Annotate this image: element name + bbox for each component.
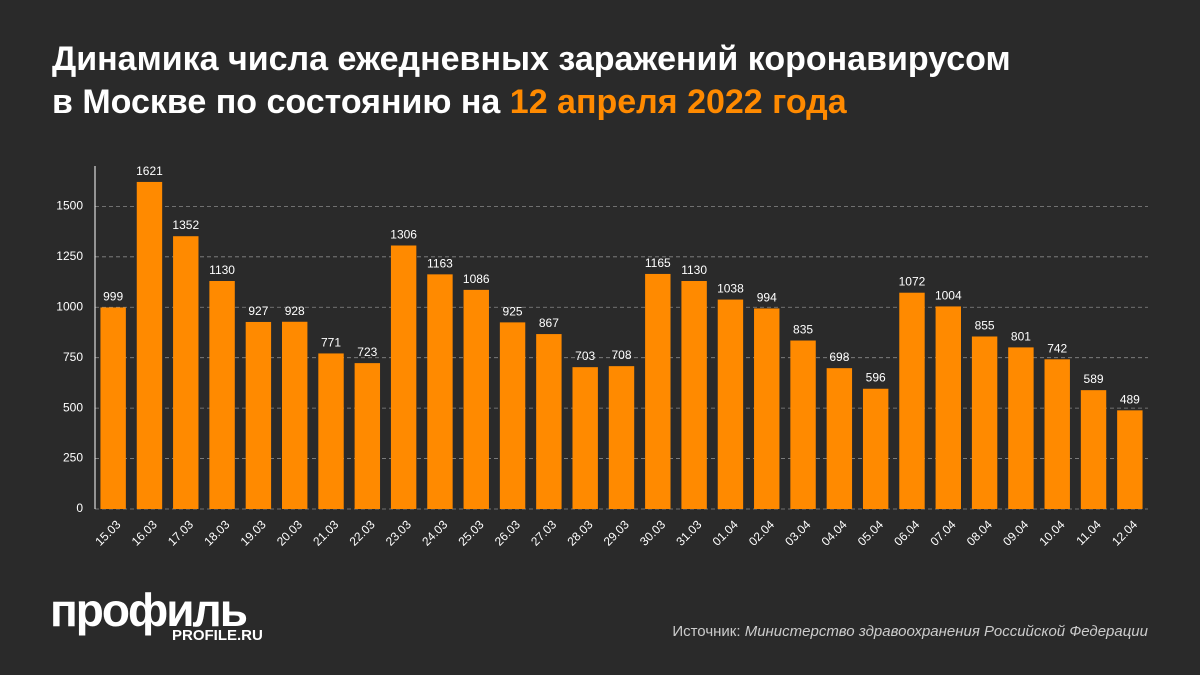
- value-label: 708: [611, 348, 631, 362]
- bar: [209, 281, 235, 509]
- value-label: 835: [793, 323, 813, 337]
- bar: [245, 321, 272, 509]
- bar: [899, 292, 925, 509]
- bar: [1044, 359, 1070, 509]
- bar: [318, 353, 344, 509]
- bar: [608, 366, 635, 509]
- y-tick-label: 750: [63, 350, 83, 364]
- y-tick-label: 500: [63, 400, 83, 414]
- y-tick-label: 0: [76, 501, 83, 515]
- bar: [136, 181, 163, 510]
- value-label: 698: [829, 350, 849, 364]
- y-tick-label: 1250: [56, 249, 83, 263]
- value-label: 1306: [390, 227, 417, 241]
- value-label: 1130: [209, 263, 235, 277]
- value-label: 742: [1047, 341, 1067, 355]
- bar: [681, 281, 707, 509]
- value-label: 771: [321, 335, 341, 349]
- bar: [935, 306, 962, 509]
- y-tick-label: 250: [63, 451, 83, 465]
- source-text: Министерство здравоохранения Российской …: [745, 623, 1149, 640]
- bar: [390, 245, 417, 509]
- value-label: 1004: [935, 288, 962, 302]
- value-label: 1086: [463, 272, 490, 286]
- value-label: 1163: [427, 256, 453, 270]
- title-text: в Москве по состоянию на: [52, 83, 501, 121]
- value-label: 927: [248, 304, 268, 318]
- bar: [1008, 347, 1034, 509]
- title-highlight: 12 апреля 2022 года: [510, 83, 848, 121]
- value-label: 1038: [717, 282, 744, 296]
- bar: [463, 289, 489, 509]
- value-label: 867: [539, 316, 559, 330]
- value-label: 1352: [172, 218, 199, 232]
- value-label: 489: [1120, 392, 1140, 406]
- bar: [354, 363, 381, 509]
- bar: [862, 388, 889, 509]
- source-label: Источник:: [672, 623, 740, 640]
- value-label: 703: [575, 349, 595, 363]
- bar: [1117, 410, 1143, 509]
- value-label: 589: [1084, 372, 1104, 386]
- bar: [717, 299, 744, 509]
- bar: [173, 236, 199, 509]
- chart-title-line1: Динамика числа ежедневных заражений коро…: [52, 40, 1011, 78]
- bar: [281, 321, 308, 509]
- y-tick-label: 1000: [56, 299, 83, 313]
- y-tick-label: 1500: [56, 199, 83, 213]
- source: Источник: Министерство здравоохранения Р…: [672, 623, 1148, 640]
- bar: [572, 367, 598, 509]
- bar: [1080, 390, 1107, 509]
- bar: [536, 334, 562, 509]
- bar: [971, 336, 998, 509]
- bar: [427, 274, 453, 509]
- value-label: 1165: [645, 256, 671, 270]
- chart-title-line2: в Москве по состоянию на 12 апреля 2022 …: [52, 83, 848, 121]
- bar: [100, 307, 126, 509]
- bar: [826, 368, 853, 509]
- bar: [499, 322, 526, 509]
- value-label: 1130: [681, 263, 707, 277]
- value-label: 723: [357, 345, 377, 359]
- value-label: 596: [866, 371, 886, 385]
- value-label: 999: [103, 289, 123, 303]
- value-label: 801: [1011, 329, 1031, 343]
- bar: [790, 340, 816, 509]
- value-label: 855: [975, 318, 995, 332]
- logo-site: PROFILE.RU: [172, 627, 263, 644]
- value-label: 1621: [136, 164, 163, 178]
- value-label: 994: [757, 290, 777, 304]
- value-label: 1072: [899, 275, 926, 289]
- value-label: 928: [285, 304, 305, 318]
- value-label: 925: [503, 304, 523, 318]
- logo: профиль: [50, 584, 247, 636]
- bar: [754, 308, 780, 509]
- bar: [645, 273, 671, 509]
